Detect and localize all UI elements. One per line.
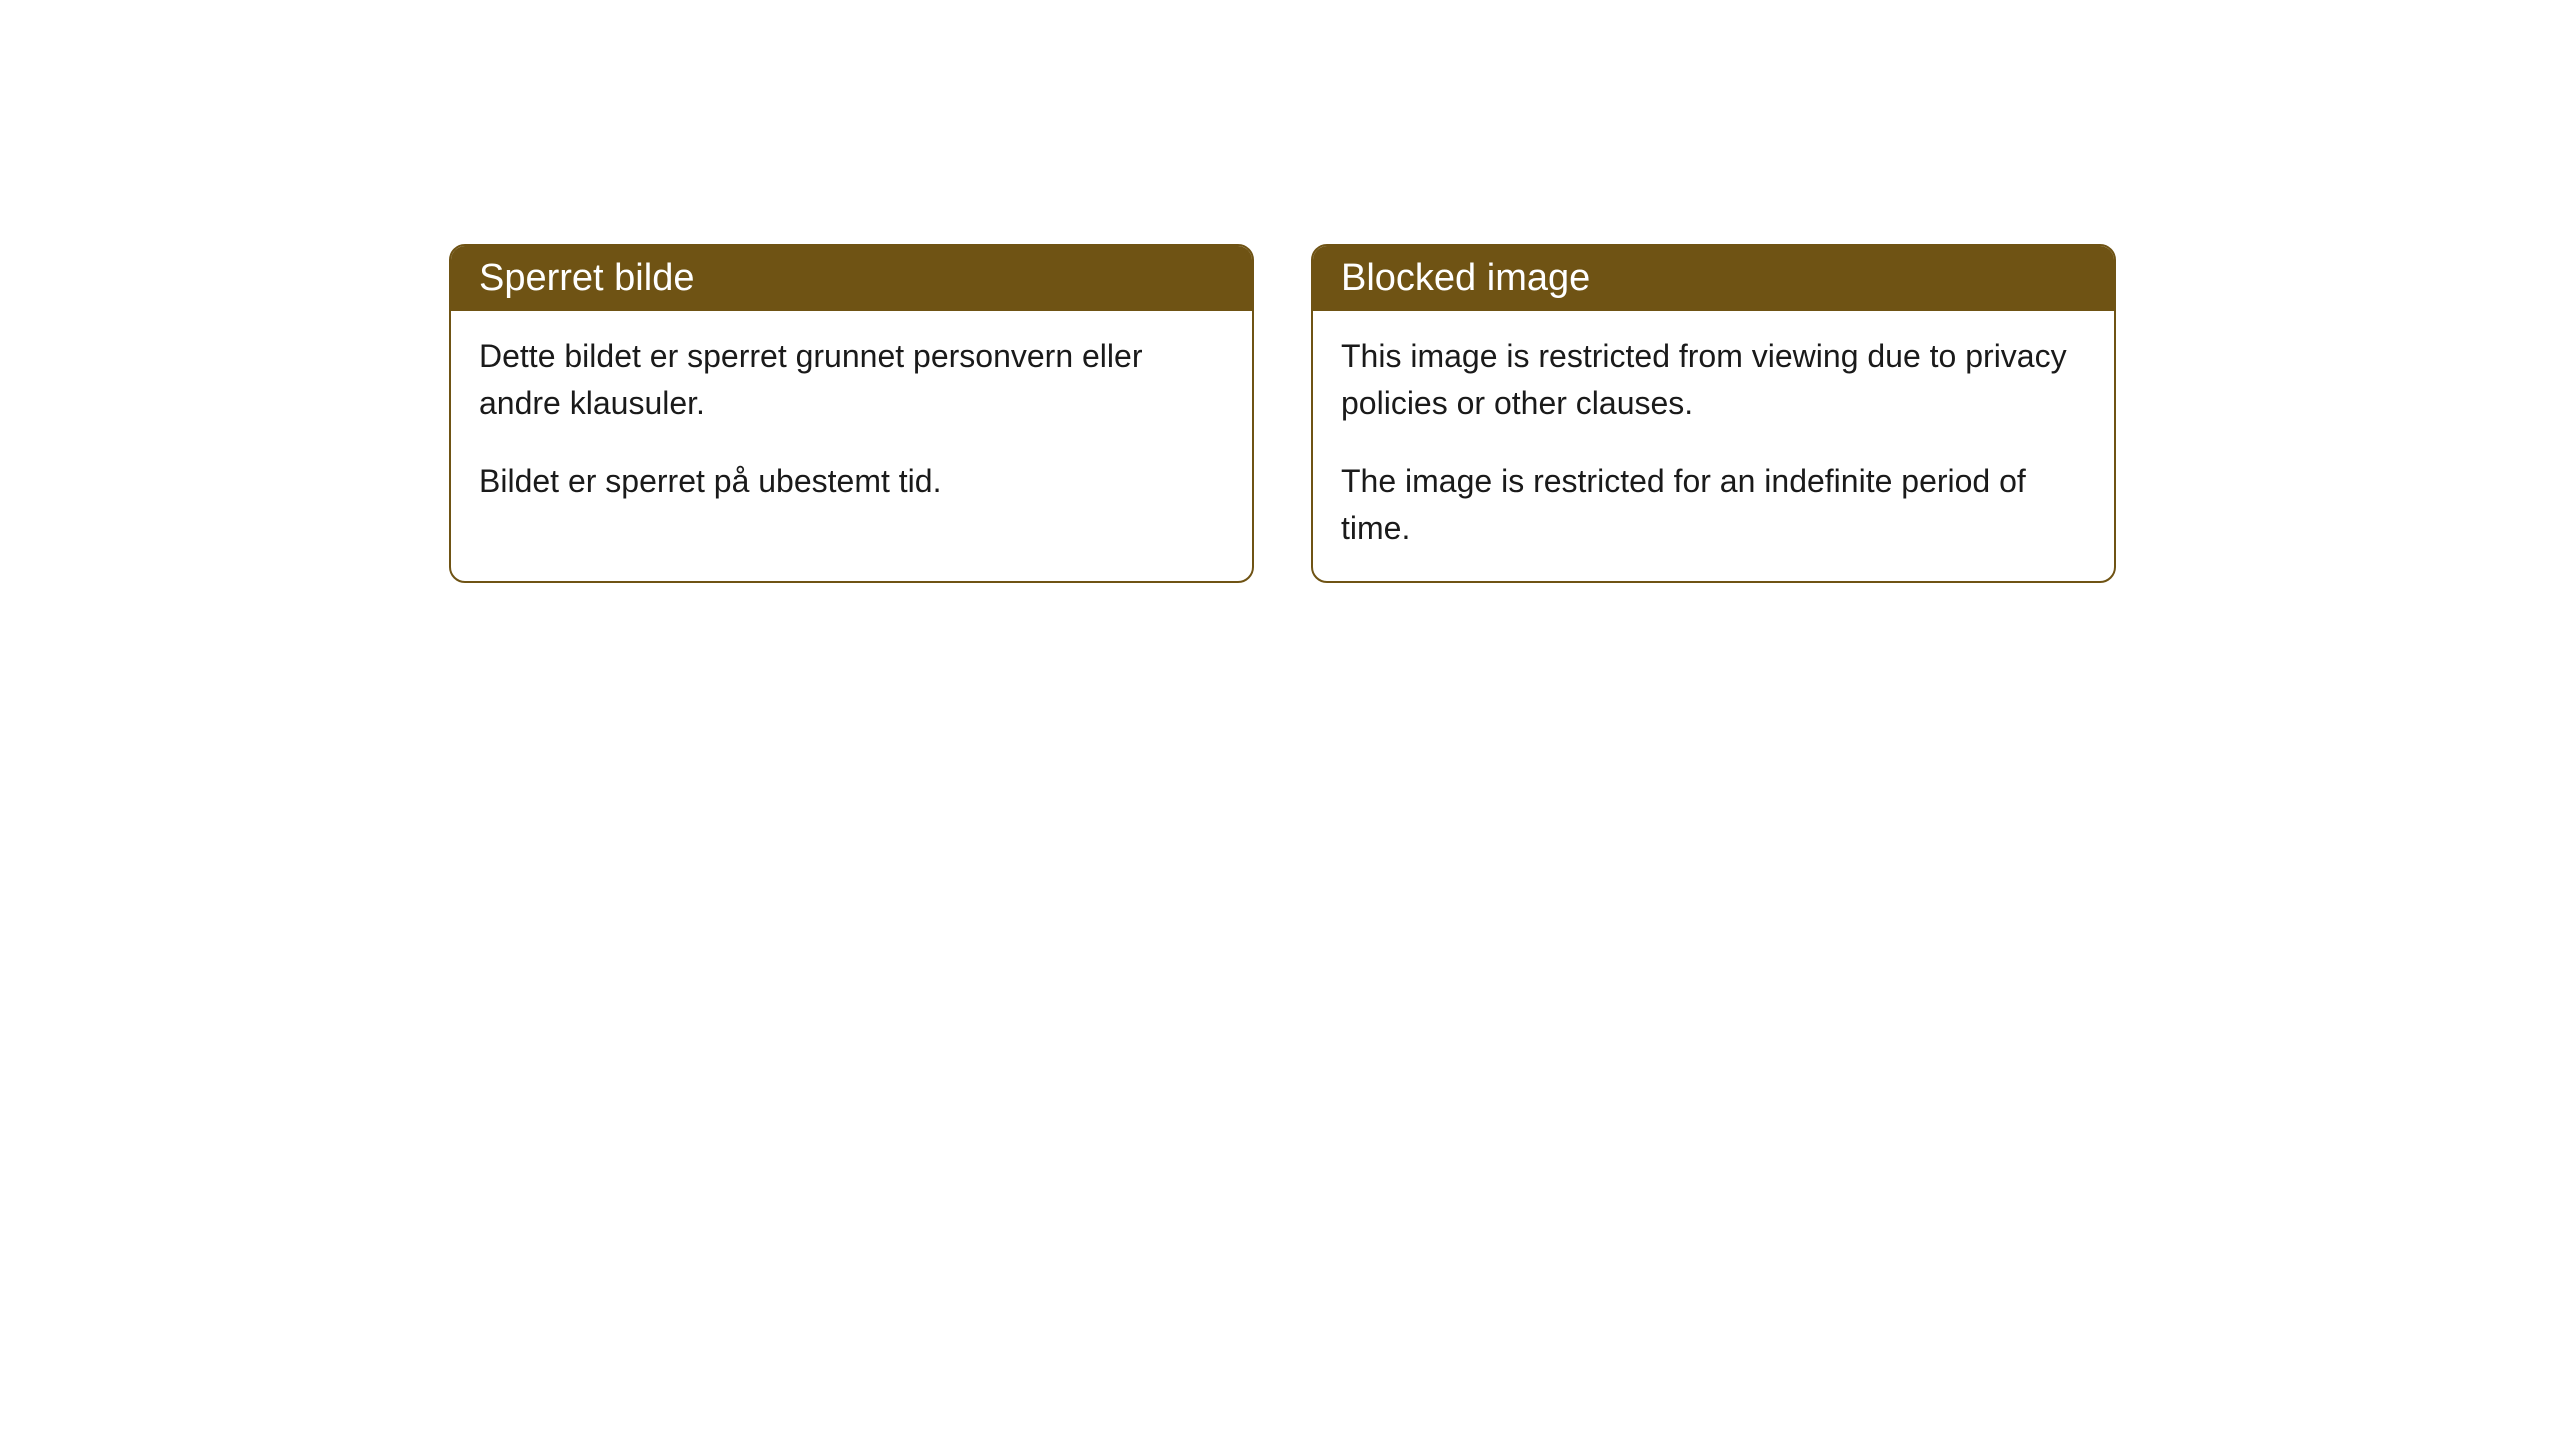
blocked-image-notice-norwegian: Sperret bilde Dette bildet er sperret gr… [449,244,1254,583]
blocked-image-notice-english: Blocked image This image is restricted f… [1311,244,2116,583]
card-header-english: Blocked image [1313,246,2114,311]
card-body-english: This image is restricted from viewing du… [1313,311,2114,581]
notice-paragraph-1-norwegian: Dette bildet er sperret grunnet personve… [479,333,1224,426]
notice-paragraph-2-norwegian: Bildet er sperret på ubestemt tid. [479,458,1224,504]
notice-paragraph-1-english: This image is restricted from viewing du… [1341,333,2086,426]
notice-paragraph-2-english: The image is restricted for an indefinit… [1341,458,2086,551]
notice-cards-container: Sperret bilde Dette bildet er sperret gr… [449,244,2116,583]
card-body-norwegian: Dette bildet er sperret grunnet personve… [451,311,1252,534]
card-header-norwegian: Sperret bilde [451,246,1252,311]
